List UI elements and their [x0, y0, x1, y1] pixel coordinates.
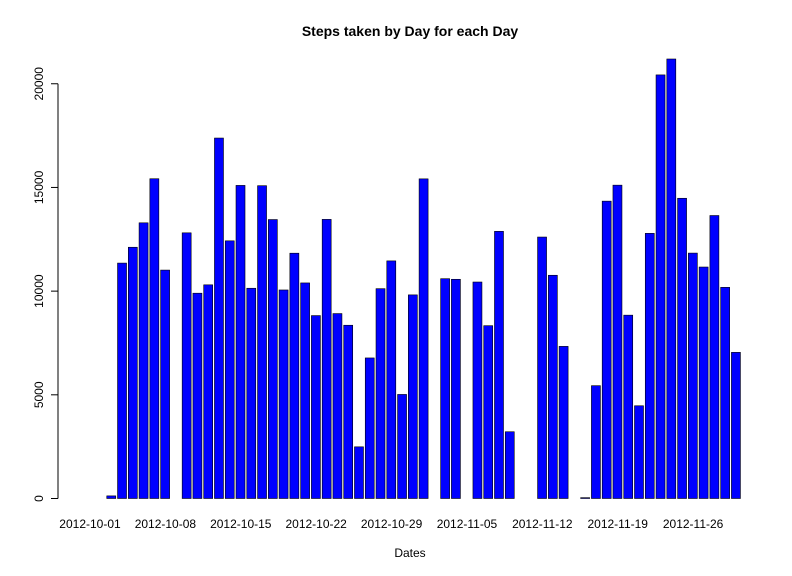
bar [192, 292, 203, 499]
y-axis: 0 5000 10000 15000 20000 [32, 67, 59, 502]
x-tick-label: 2012-10-22 [285, 517, 347, 531]
bar [548, 274, 558, 499]
bar [709, 215, 720, 499]
bar [235, 185, 246, 499]
x-tick-label: 2012-10-08 [135, 517, 197, 531]
x-tick-label: 2012-11-05 [437, 517, 498, 531]
bar [677, 197, 687, 499]
bar [257, 185, 267, 499]
bar [591, 385, 601, 499]
bar [138, 222, 149, 499]
y-tick-label: 15000 [32, 170, 46, 204]
bar [612, 184, 623, 499]
bar [408, 294, 418, 499]
x-tick-label: 2012-10-29 [361, 517, 423, 531]
x-tick-label: 2012-11-19 [587, 517, 648, 531]
bar [268, 219, 278, 499]
bar [537, 236, 547, 499]
bar [106, 495, 117, 499]
bar [720, 287, 730, 499]
bar [688, 252, 698, 499]
bar [246, 287, 257, 499]
bar [117, 262, 127, 499]
bar [644, 233, 655, 499]
bar [203, 284, 213, 499]
bar [354, 446, 364, 499]
y-tick-label: 0 [32, 495, 46, 502]
bar [343, 324, 354, 499]
bar [386, 260, 397, 499]
bar [311, 315, 321, 499]
y-tick-label: 5000 [32, 381, 46, 408]
x-tick-label: 2012-10-01 [59, 517, 121, 531]
bar [580, 497, 590, 499]
bar [601, 200, 612, 499]
bar [321, 219, 332, 499]
y-tick-label: 20000 [32, 67, 46, 101]
bar [128, 246, 138, 499]
x-axis-label: Dates [394, 546, 425, 560]
bar [332, 313, 343, 499]
bar [451, 278, 461, 499]
x-tick-label: 2012-11-12 [512, 517, 573, 531]
bar [214, 137, 224, 499]
chart-title: Steps taken by Day for each Day [302, 23, 519, 39]
x-axis: 2012-10-01 2012-10-08 2012-10-15 2012-10-22… [59, 517, 723, 531]
bar [634, 405, 644, 499]
bar [655, 74, 666, 499]
bar [698, 266, 709, 499]
bar [300, 282, 310, 499]
bar [494, 231, 504, 499]
bar [472, 281, 483, 499]
bar [224, 240, 235, 499]
bar [278, 289, 289, 499]
bar [149, 178, 160, 499]
bar [558, 346, 569, 499]
bar [504, 431, 515, 499]
bar [375, 288, 386, 499]
bar [289, 252, 300, 499]
y-tick-label: 10000 [32, 274, 46, 308]
bar [160, 269, 170, 499]
bar [181, 232, 192, 499]
bar [483, 325, 494, 499]
bar [623, 314, 634, 499]
x-tick-label: 2012-11-26 [663, 517, 724, 531]
bar [397, 394, 407, 499]
bar [731, 352, 741, 499]
bars [106, 58, 741, 499]
bar [418, 178, 429, 499]
bar [666, 58, 677, 499]
x-tick-label: 2012-10-15 [210, 517, 272, 531]
bar [440, 278, 450, 499]
bar [364, 357, 375, 499]
